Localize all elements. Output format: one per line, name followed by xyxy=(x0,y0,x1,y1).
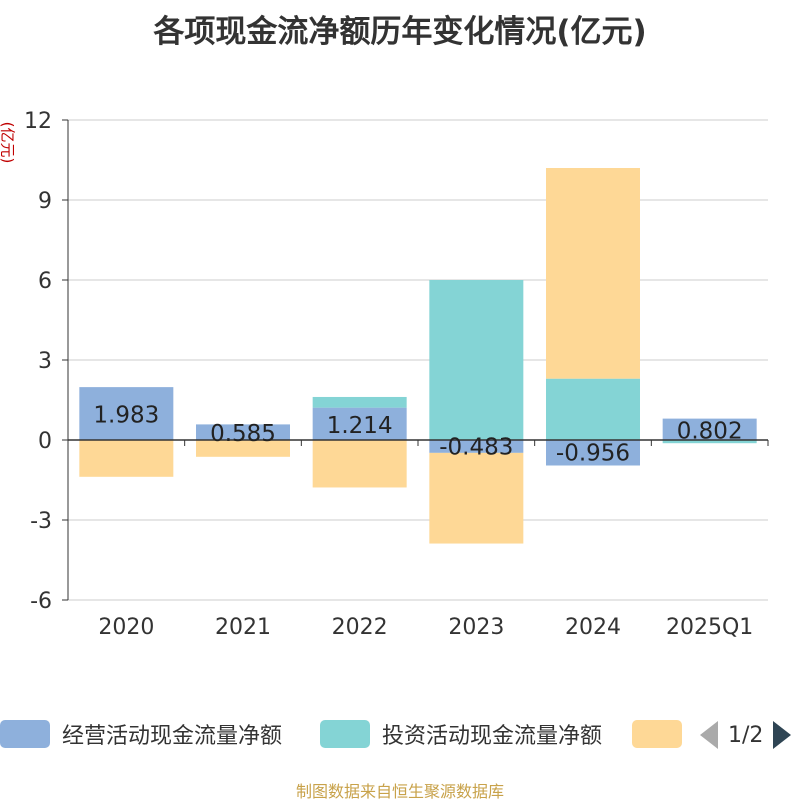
bar-chart: -6 -3 0 3 6 9 12 1.983 0.585 1.214 -0.483 -0.956 0.8… xyxy=(24,109,769,640)
bar-2020-series-0 xyxy=(79,387,174,440)
bar-2023-series-2 xyxy=(429,452,524,544)
legend-pager: 1/2 xyxy=(700,720,792,750)
bar-2025Q1-series-1 xyxy=(662,440,757,444)
data-label-2021: 0.585 xyxy=(210,421,276,447)
chart-title: 各项现金流净额历年变化情况(亿元) xyxy=(153,14,647,50)
x-tick-label: 2020 xyxy=(98,615,154,640)
x-tick-label: 2024 xyxy=(565,615,621,640)
data-source-note: 制图数据来自恒生聚源数据库 xyxy=(295,782,504,801)
data-label-2020: 1.983 xyxy=(93,403,159,429)
bar-2022-series-0 xyxy=(312,407,407,440)
bar-2024-series-0 xyxy=(546,440,640,466)
legend-swatch-operating xyxy=(0,720,50,748)
legend-item-investing[interactable]: 投资活动现金流量净额 xyxy=(320,718,602,750)
data-label-2025Q1: 0.802 xyxy=(677,418,743,444)
legend-next-icon[interactable] xyxy=(773,721,792,749)
bar-2020-series-2 xyxy=(79,440,174,477)
y-tick-label: -3 xyxy=(30,509,52,534)
bar-2025Q1-series-0 xyxy=(662,418,757,440)
x-tick-label: 2021 xyxy=(215,615,271,640)
legend-prev-icon[interactable] xyxy=(700,721,718,749)
legend-swatch-investing xyxy=(320,720,370,748)
y-tick-label: 0 xyxy=(38,429,52,454)
x-tick-label: 2023 xyxy=(448,615,504,640)
legend-label-investing: 投资活动现金流量净额 xyxy=(382,724,603,749)
legend-page-indicator: 1/2 xyxy=(728,722,764,748)
bar-2024-series-1 xyxy=(546,378,640,440)
legend-label-operating: 经营活动现金流量净额 xyxy=(62,724,283,749)
bar-2021-series-0 xyxy=(196,424,290,440)
legend: 经营活动现金流量净额 投资活动现金流量净额 1/2 xyxy=(0,712,800,756)
bar-2023-series-0 xyxy=(429,440,524,453)
data-label-2024: -0.956 xyxy=(556,441,630,467)
x-tick-label: 2025Q1 xyxy=(666,615,753,640)
bar-2022-series-2 xyxy=(312,440,407,488)
bar-2021-series-2 xyxy=(196,440,290,457)
bar-2024-series-2 xyxy=(546,168,640,379)
data-label-2023: -0.483 xyxy=(439,434,513,460)
data-label-2022: 1.214 xyxy=(327,413,393,439)
legend-item-financing[interactable] xyxy=(632,718,694,750)
x-tick-label: 2022 xyxy=(332,615,388,640)
y-tick-label: 12 xyxy=(24,109,52,134)
y-tick-label: 9 xyxy=(38,189,52,214)
legend-item-operating[interactable]: 经营活动现金流量净额 xyxy=(0,718,282,750)
y-tick-label: 6 xyxy=(38,269,52,294)
y-tick-label: 3 xyxy=(38,349,52,374)
y-tick-label: -6 xyxy=(30,589,52,614)
bar-2023-series-1 xyxy=(429,280,524,440)
bar-2022-series-1 xyxy=(312,396,407,408)
legend-swatch-financing xyxy=(632,720,682,748)
